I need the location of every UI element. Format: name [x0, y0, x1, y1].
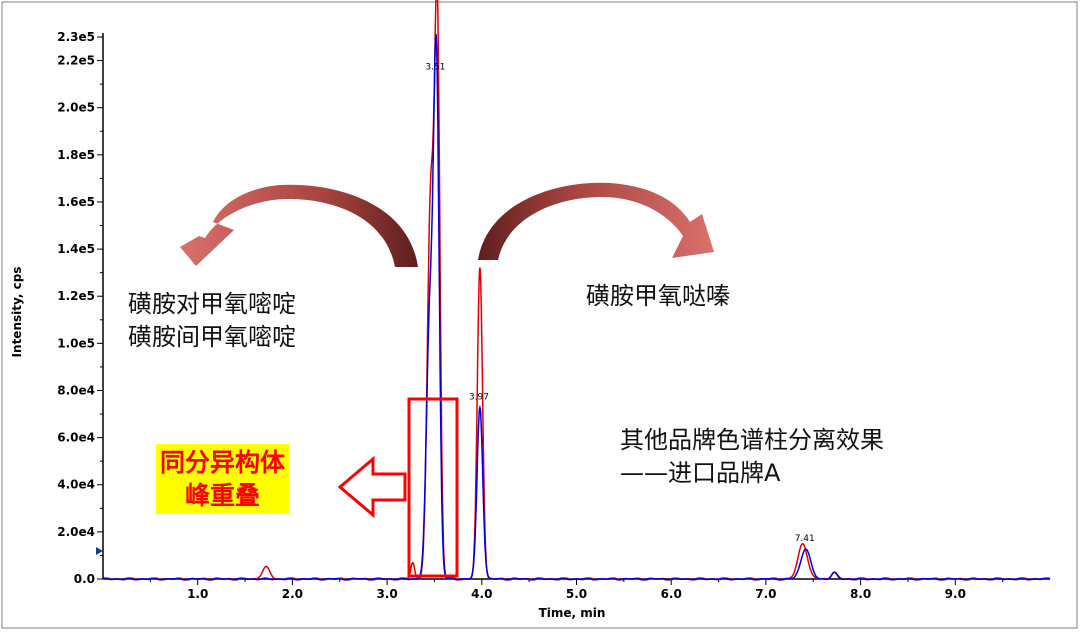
peak-labels: 3.51 3.97 7.41 [425, 63, 814, 544]
y-tick-label: 4.0e4 [57, 478, 95, 492]
y-tick-label: 1.6e5 [57, 195, 95, 209]
brand-caption-line1: 其他品牌色谱柱分离效果 [620, 426, 884, 454]
y-tick-label: 1.8e5 [57, 148, 95, 162]
isomer-overlap-line1: 同分异构体 [160, 448, 286, 477]
x-axis: 1.0 2.0 3.0 4.0 5.0 6.0 7.0 8.0 9.0 [103, 578, 1050, 601]
peak-label: 3.97 [469, 393, 489, 403]
y-tick-label: 1.2e5 [57, 289, 95, 303]
overlap-highlight-box [407, 397, 459, 578]
y-tick-label: 8.0e4 [57, 383, 95, 397]
isomer-overlap-line2: 峰重叠 [185, 481, 261, 510]
series-group [102, 0, 1051, 581]
y-axis: 0.0 2.0e4 4.0e4 6.0e4 8.0e4 1.0e5 1.2e5 1.4e5 1.… [57, 30, 104, 586]
y-tick-label: 0.0 [74, 572, 95, 586]
x-tick-label: 6.0 [661, 587, 682, 601]
x-tick-label: 2.0 [282, 587, 303, 601]
x-axis-label: Time, min [539, 606, 606, 620]
series-line-2 [102, 34, 1051, 581]
y-axis-label: Intensity, cps [10, 267, 24, 358]
left-compound-1: 磺胺对甲氧嘧啶 [128, 290, 296, 318]
right-compound: 磺胺甲氧哒嗪 [586, 282, 730, 310]
x-tick-label: 1.0 [187, 587, 208, 601]
brand-caption: 其他品牌色谱柱分离效果 ——进口品牌A [620, 424, 884, 490]
x-tick-label: 7.0 [755, 587, 776, 601]
right-compound-label: 磺胺甲氧哒嗪 [586, 276, 730, 311]
left-curved-arrow [180, 184, 418, 267]
x-tick-label: 8.0 [850, 587, 871, 601]
y-tick-label: 2.3e5 [57, 30, 95, 44]
x-tick-label: 5.0 [566, 587, 587, 601]
peak-label: 3.51 [425, 63, 445, 73]
y-tick-label: 2.2e5 [57, 54, 95, 68]
y-tick-label: 1.4e5 [57, 242, 95, 256]
brand-caption-line2: ——进口品牌A [620, 459, 781, 487]
hollow-left-arrow [337, 455, 407, 519]
y-tick-label: 2.0e4 [57, 525, 95, 539]
x-tick-label: 4.0 [471, 587, 492, 601]
isomer-overlap-callout: 同分异构体 峰重叠 [156, 444, 290, 514]
peak-label: 7.41 [795, 534, 815, 544]
y-axis-marker [96, 547, 103, 555]
left-compound-2: 磺胺间甲氧嘧啶 [128, 323, 296, 351]
x-tick-label: 3.0 [376, 587, 397, 601]
left-compound-labels: 磺胺对甲氧嘧啶 磺胺间甲氧嘧啶 [128, 288, 296, 354]
y-tick-label: 2.0e5 [57, 101, 95, 115]
y-tick-label: 1.0e5 [57, 336, 95, 350]
right-curved-arrow [478, 182, 714, 260]
x-tick-label: 9.0 [945, 587, 966, 601]
y-tick-label: 6.0e4 [57, 431, 95, 445]
